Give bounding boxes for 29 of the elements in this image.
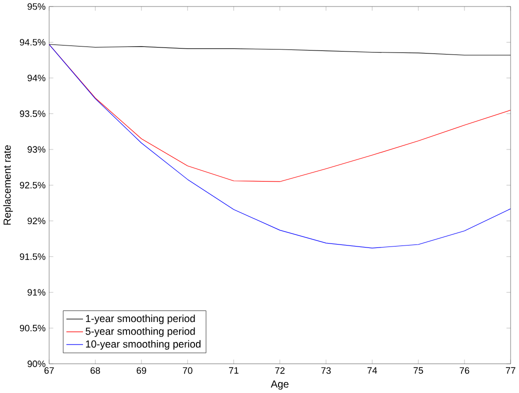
y-tick-label: 95% (28, 3, 46, 10)
y-tick-label: 92.5% (20, 182, 46, 188)
x-tick-label: 67 (44, 367, 54, 374)
y-tick-label: 94% (28, 74, 46, 82)
y-tick-label: 91.5% (20, 253, 46, 260)
y-tick-label: 90% (28, 360, 46, 368)
x-tick-label: 69 (136, 367, 146, 374)
y-axis-title: Replacement rate (3, 145, 13, 225)
x-axis-title: Age (270, 380, 288, 390)
y-tick-label: 90.5% (20, 324, 46, 332)
x-tick-label: 71 (229, 367, 238, 374)
x-tick-label: 77 (506, 367, 516, 374)
y-tick-label: 93.5% (20, 110, 46, 118)
y-tick-label: 91% (28, 289, 46, 296)
line-series (49, 44, 511, 56)
y-tick-label: 93% (28, 146, 46, 153)
legend-label: 1-year smoothing period (86, 314, 195, 324)
x-tick-label: 73 (321, 367, 331, 374)
x-tick-label: 68 (90, 367, 100, 374)
y-tick-label: 92% (28, 218, 46, 224)
line-series (49, 44, 511, 248)
x-tick-label: 76 (460, 367, 470, 374)
x-tick-label: 75 (414, 367, 424, 374)
x-tick-label: 72 (275, 367, 285, 374)
legend-label: 10-year smoothing period (86, 340, 200, 350)
x-tick-label: 70 (182, 367, 192, 374)
y-tick-label: 94.5% (20, 39, 46, 46)
x-tick-label: 74 (367, 367, 378, 374)
legend-label: 5-year smoothing period (86, 327, 195, 337)
